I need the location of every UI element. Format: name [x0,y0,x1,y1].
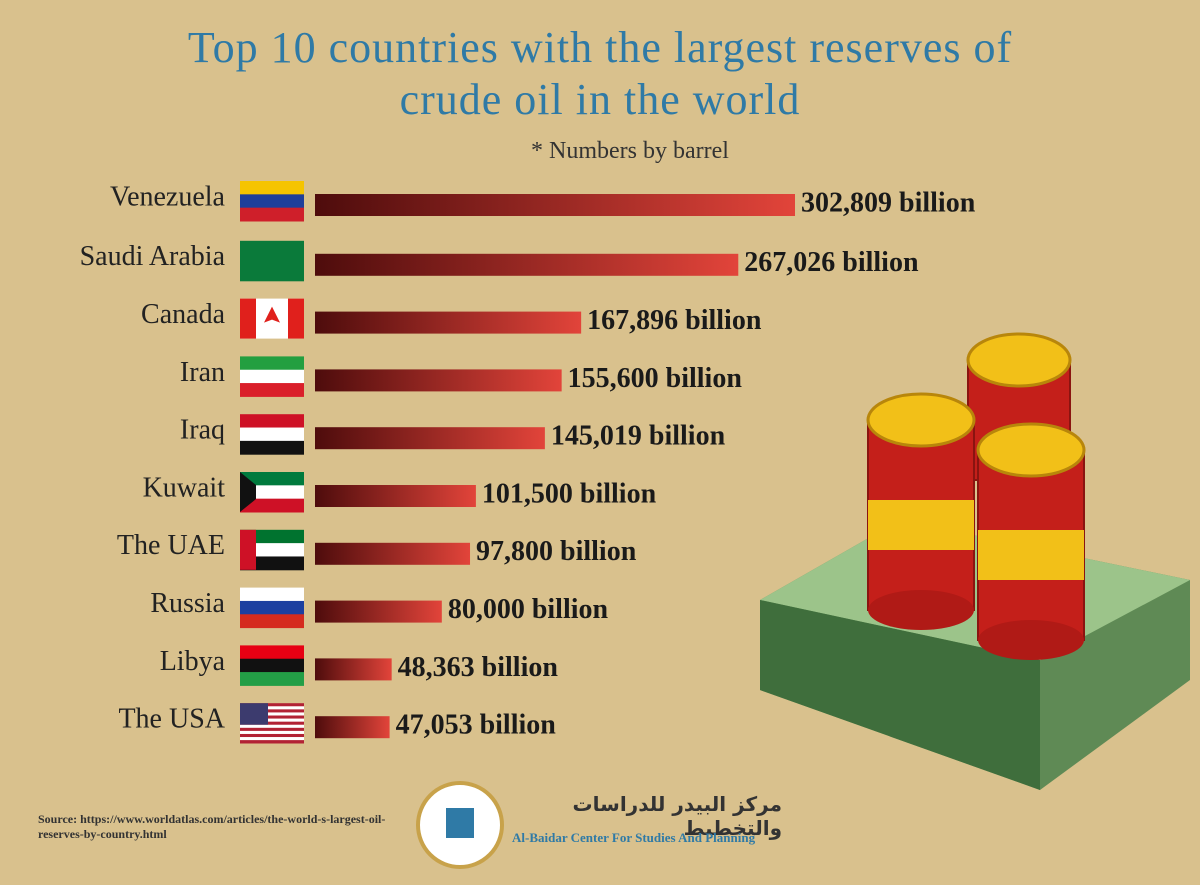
flag-stripe [240,472,256,512]
flag [240,472,304,513]
flag-leaf [264,306,280,323]
flag-stripe [240,730,304,735]
flag-stripe [240,427,304,442]
flag [240,181,304,222]
flag-stripe [240,440,304,455]
chart-title: Top 10 countries with the largest reserv… [187,23,1013,124]
flag-stripe [240,472,304,486]
flag [240,645,304,686]
flag-stripe [240,709,304,713]
bar [315,311,582,334]
flag [240,356,304,397]
flag [240,298,304,339]
flag-stripe [240,727,304,732]
flag-stripe [240,369,304,384]
category-label: The UAE [117,530,225,561]
category-label: Iraq [180,415,225,446]
bar [315,194,795,216]
value-label: 47,053 billion [396,710,557,741]
flag-stripe [240,600,304,615]
flag [240,414,304,455]
flag [240,529,304,571]
value-label: 145,019 billion [551,421,726,452]
bar [315,658,392,681]
flag-stripe [240,529,256,570]
bar [315,427,545,450]
bar [315,253,739,276]
flag-stripe [240,718,304,722]
chart-subtitle: * Numbers by barrel [531,138,729,164]
flag-stripe [240,194,304,209]
source-note: Source: https://www.worldatlas.com/artic… [38,812,386,841]
flag-stripe [240,207,304,222]
value-label: 97,800 billion [476,536,637,567]
oil-illustration [760,332,1190,790]
flag [240,240,304,282]
flag-stripe [240,298,256,339]
flag-stripe [240,614,304,629]
bar [315,485,476,507]
value-label: 302,809 billion [801,187,976,218]
flag-stripe [240,712,304,716]
category-label: Iran [180,357,225,388]
category-label: Venezuela [110,181,226,212]
flag-stripe [240,240,304,282]
value-label: 267,026 billion [744,247,919,278]
bar [315,716,390,739]
logo-arabic: مركز البيدر للدراسات والتخطيط [572,792,782,840]
category-label: Canada [141,299,226,330]
flag-stripe [240,703,304,707]
flag [240,587,304,629]
flag-stripe [240,587,304,602]
flag-stripe [240,733,304,738]
flag-stripe [288,298,304,339]
flag-stripe [240,715,304,719]
flag-stripe [240,414,304,429]
value-label: 80,000 billion [448,594,609,625]
flag-stripe [240,706,304,710]
value-label: 48,363 billion [398,652,559,683]
category-label: Kuwait [143,472,226,503]
flag-stripe [240,737,304,741]
flag-stripe [240,356,304,371]
logo-english: Al-Baidar Center For Studies And Plannin… [512,830,756,845]
value-label: 101,500 billion [482,478,657,509]
flag-stripe [240,645,304,660]
bar [315,600,442,623]
category-label: Saudi Arabia [80,241,226,272]
flag-stripe [240,721,304,726]
flag [240,703,304,744]
flag-stripe [240,498,304,513]
value-label: 167,896 billion [587,305,762,336]
flag-stripe [240,724,304,729]
category-label: Libya [160,646,226,677]
logo [416,781,504,869]
bar [315,542,471,565]
value-label: 155,600 billion [568,363,743,394]
flag-stripe [240,672,304,686]
flag-stripe [240,181,304,195]
flag-stripe [240,658,304,673]
category-label: Russia [150,588,225,619]
bar [315,369,562,392]
category-label: The USA [118,704,225,735]
flag-canton [240,703,268,725]
flag-stripe [240,740,304,744]
flag-stripe [240,383,304,397]
